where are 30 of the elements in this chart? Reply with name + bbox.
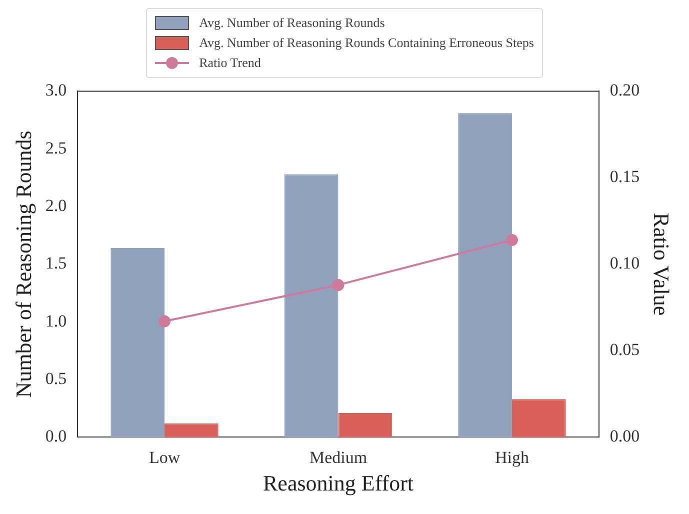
y-tick-label: 1.5	[45, 254, 67, 273]
bar	[338, 412, 392, 438]
y-axis-title: Number of Reasoning Rounds	[10, 130, 36, 398]
y2-tick-label: 0.15	[610, 167, 640, 186]
y2-tick-label: 0.05	[610, 340, 640, 360]
legend-label: Ratio Trend	[199, 55, 261, 71]
bar	[110, 248, 165, 438]
bar	[458, 113, 512, 438]
y-tick-label: 0.5	[45, 369, 67, 388]
y-tick-label: 2.0	[45, 196, 67, 215]
legend-label: Avg. Number of Reasoning Rounds	[199, 15, 385, 31]
legend-label: Avg. Number of Reasoning Rounds Containing Erroneous Steps	[199, 35, 534, 51]
point	[158, 315, 171, 328]
y-tick-label: 1.0	[45, 311, 67, 330]
x-tick-label: Medium	[309, 448, 368, 467]
y-tick-label: 0.0	[45, 426, 67, 446]
bar	[512, 399, 566, 438]
y-tick-label: 2.5	[45, 138, 67, 158]
bar	[284, 174, 338, 438]
point	[332, 278, 344, 291]
x-axis-title: Reasoning Effort	[262, 470, 414, 496]
y-tick-label: 3.0	[45, 80, 67, 100]
y2-axis-title: Ratio Value	[649, 212, 674, 316]
bar	[164, 423, 218, 438]
x-tick-label: High	[494, 448, 530, 467]
point	[506, 234, 518, 246]
x-tick-label: Low	[148, 448, 181, 467]
y2-tick-label: 0.10	[610, 254, 640, 273]
y2-tick-label: 0.20	[610, 80, 640, 100]
y2-tick-label: 0.00	[610, 426, 640, 446]
